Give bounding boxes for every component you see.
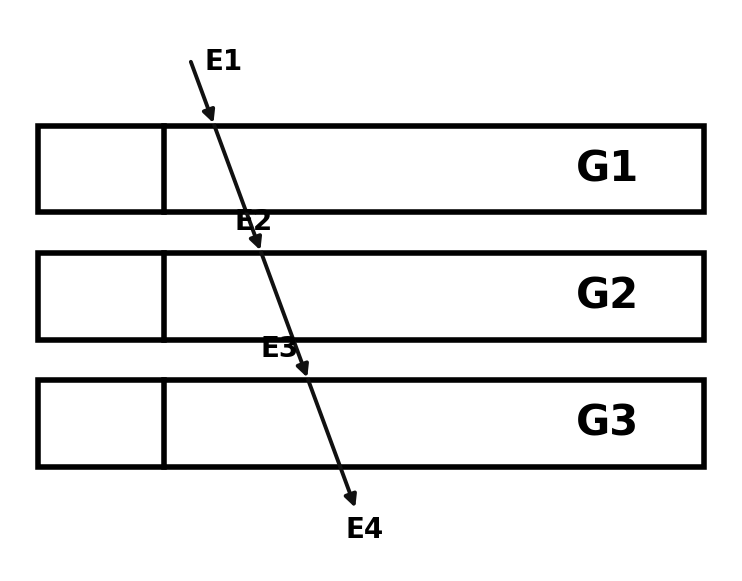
Text: G2: G2 [576,275,639,317]
Text: E1: E1 [205,48,243,76]
Text: G1: G1 [576,148,639,190]
Bar [39,253,703,340]
Text: G3: G3 [576,403,639,444]
Text: E3: E3 [260,335,298,364]
Text: E2: E2 [234,208,272,236]
Text: E4: E4 [345,517,384,544]
Bar [39,380,703,467]
Bar [39,125,703,213]
